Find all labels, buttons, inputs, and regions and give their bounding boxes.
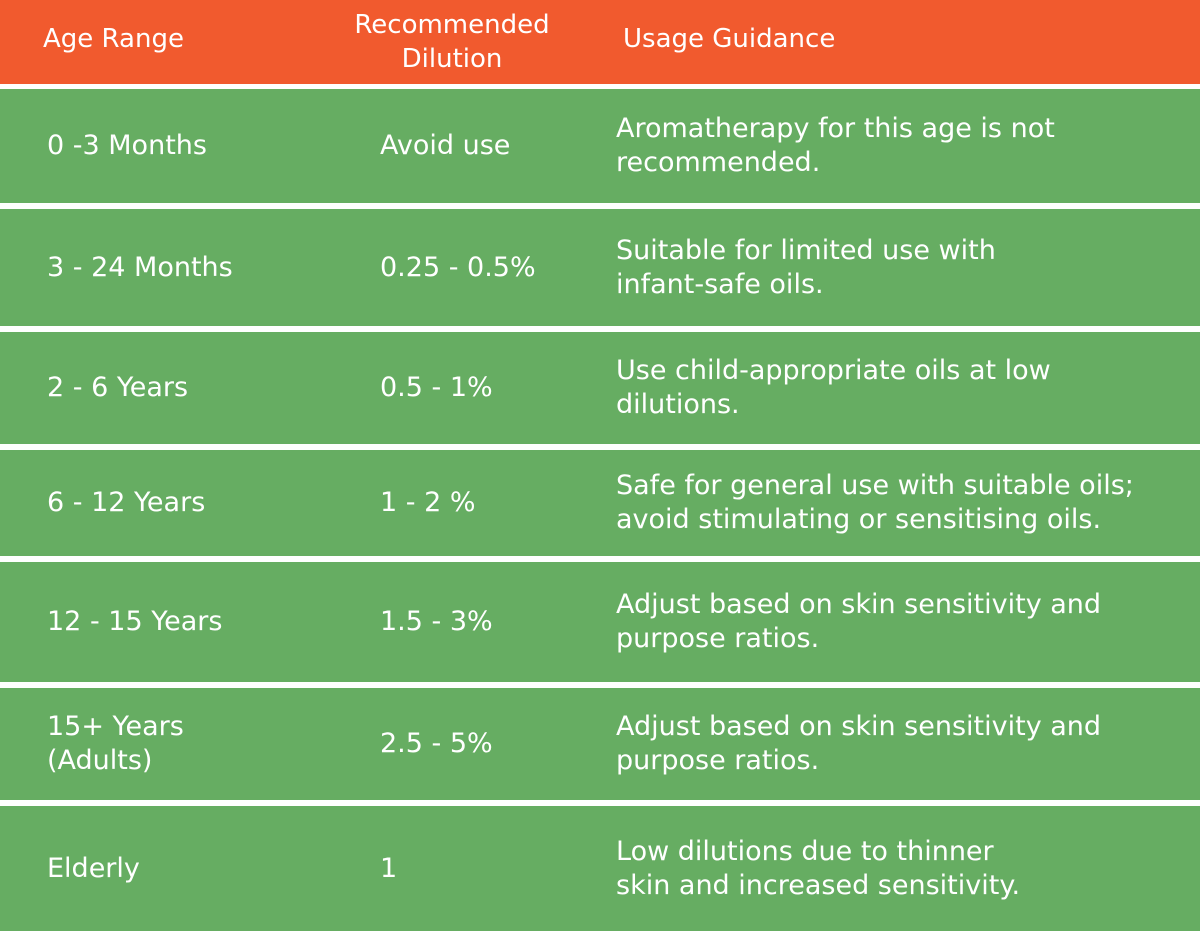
usage-guidance-cell: Aromatherapy for this age is not recomme… [616,113,1055,178]
dilution-cell: 0.25 - 0.5% [380,251,536,283]
header-age-range: Age Range [43,24,184,54]
table-row: 6 - 12 Years 1 - 2 % Safe for general us… [0,450,1200,556]
usage-guidance-cell: Safe for general use with suitable oils;… [616,470,1134,535]
age-range-cell: 2 - 6 Years [47,372,189,403]
dilution-cell: 2.5 - 5% [380,728,493,759]
table-row: 12 - 15 Years 1.5 - 3% Adjust based on s… [0,562,1200,682]
table-row: 0 -3 Months Avoid use Aromatherapy for t… [0,89,1200,203]
age-range-cell: 3 - 24 Months [47,251,233,283]
age-range-cell: 0 -3 Months [47,130,207,161]
table-row: Elderly 1 Low dilutions due to thinner s… [0,806,1200,931]
usage-guidance-cell: Suitable for limited use with infant-saf… [616,234,996,300]
header-usage-guidance: Usage Guidance [623,24,836,54]
usage-guidance-cell: Low dilutions due to thinner skin and in… [616,835,1021,901]
dilution-cell: 1 - 2 % [380,487,476,518]
usage-guidance-cell: Adjust based on skin sensitivity and pur… [616,589,1102,654]
age-range-cell: 6 - 12 Years [47,487,206,518]
table-header: Age Range Recommended Dilution Usage Gui… [0,0,1200,84]
dilution-cell: 0.5 - 1% [380,372,493,403]
table-row: 3 - 24 Months 0.25 - 0.5% Suitable for l… [0,209,1200,326]
usage-guidance-cell: Adjust based on skin sensitivity and pur… [616,711,1102,776]
header-recommended-dilution: Recommended Dilution [354,10,550,74]
usage-guidance-cell: Use child-appropriate oils at low diluti… [616,355,1051,420]
dilution-cell: 1 [380,852,398,884]
age-range-cell: Elderly [47,852,140,884]
dilution-cell: Avoid use [380,130,511,161]
age-range-cell: 15+ Years (Adults) [47,711,184,776]
age-range-cell: 12 - 15 Years [47,606,223,637]
table-row: 15+ Years (Adults) 2.5 - 5% Adjust based… [0,688,1200,800]
dilution-cell: 1.5 - 3% [380,606,493,637]
table-row: 2 - 6 Years 0.5 - 1% Use child-appropria… [0,332,1200,444]
